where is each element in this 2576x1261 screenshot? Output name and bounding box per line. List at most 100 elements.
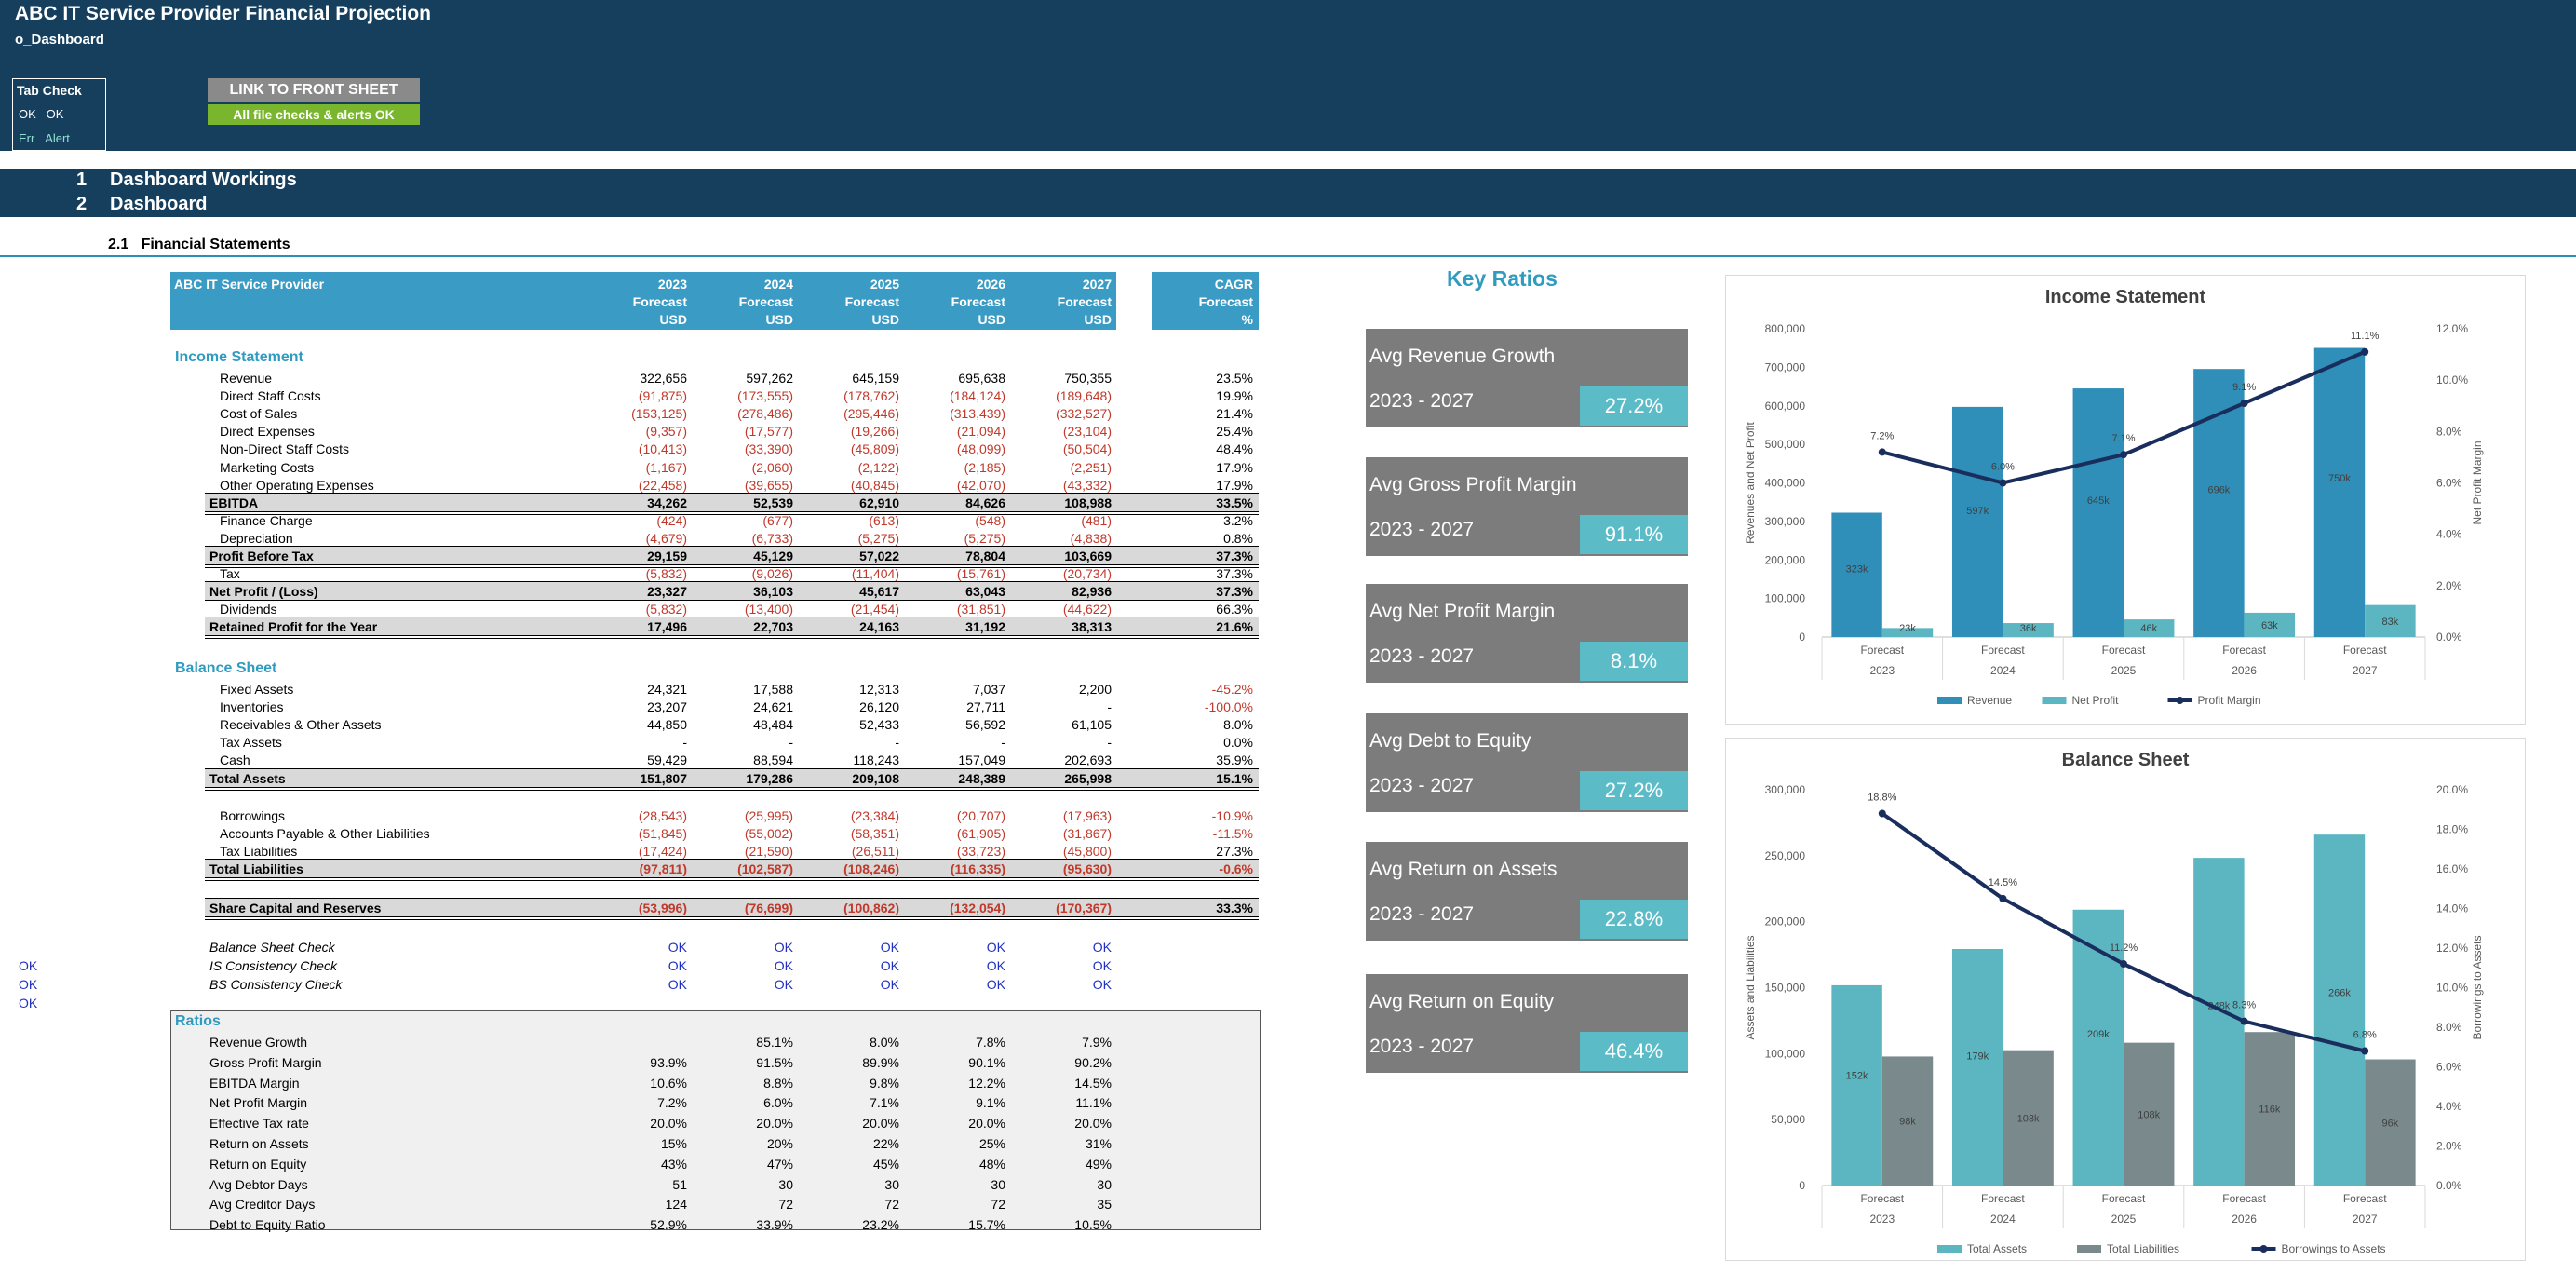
- income-row-cagr: 17.9%: [1216, 459, 1253, 475]
- bar-data-label: 597k: [1966, 506, 1989, 517]
- income-row-value: 45,617: [859, 584, 899, 600]
- x-axis-sublabel: Forecast: [2343, 1192, 2387, 1205]
- currency-header: USD: [1084, 312, 1112, 327]
- file-checks-status: All file checks & alerts OK: [208, 104, 420, 125]
- y2-axis-tick-label: 2.0%: [2436, 1140, 2462, 1153]
- income-row-value: (21,454): [850, 602, 899, 617]
- ratio-row-value: 25%: [978, 1136, 1005, 1151]
- liability-row-label: Total Liabilities: [209, 861, 303, 877]
- x-axis-category-label: 2023: [1869, 1213, 1895, 1226]
- asset-row-value: 26,120: [859, 699, 899, 715]
- key-ratio-label: Avg Gross Profit Margin: [1369, 474, 1577, 495]
- legend-swatch: [1937, 1245, 1962, 1253]
- key-ratios-title: Key Ratios: [1447, 266, 1558, 291]
- income-row-value: 29,159: [647, 549, 687, 563]
- bar-data-label: 266k: [2328, 988, 2351, 999]
- year-header: 2023: [657, 277, 687, 292]
- liability-row-label: Accounts Payable & Other Liabilities: [220, 826, 430, 842]
- y-axis-title: Revenues and Net Profit: [1744, 421, 1757, 543]
- section-1-number: 1: [76, 169, 88, 190]
- ratio-row-value: 49%: [1085, 1156, 1112, 1172]
- total-row-band: [205, 768, 1259, 787]
- income-row-value: 82,936: [1072, 584, 1112, 600]
- x-axis-category-label: 2023: [1869, 664, 1895, 677]
- check-ok-value: OK: [986, 977, 1005, 992]
- asset-row-value: 248,389: [958, 770, 1005, 786]
- y2-axis-tick-label: 12.0%: [2436, 322, 2468, 335]
- check-ok-value: OK: [1092, 977, 1112, 992]
- line-data-label: 11.1%: [2351, 331, 2380, 342]
- y-axis-tick-label: 400,000: [1765, 477, 1806, 490]
- total-bottom-border: [205, 877, 1259, 882]
- section-2-bar[interactable]: 2 Dashboard: [0, 193, 2576, 217]
- x-axis-sublabel: Forecast: [1860, 644, 1904, 657]
- ratio-row-value: 7.2%: [657, 1095, 687, 1111]
- line-data-label: 7.2%: [1870, 430, 1894, 441]
- currency-header: USD: [978, 312, 1005, 327]
- subsection-label: Financial Statements: [141, 237, 290, 252]
- alert-label: Alert: [45, 131, 70, 145]
- income-row-value: (31,851): [956, 602, 1005, 617]
- section-1-bar[interactable]: 1 Dashboard Workings: [0, 169, 2576, 193]
- asset-row-cagr: 15.1%: [1216, 770, 1253, 786]
- income-row-value: (17,577): [744, 424, 793, 440]
- bar-net-profit: [2003, 623, 2054, 637]
- income-row-value: (48,099): [956, 441, 1005, 457]
- key-ratio-years: 2023 - 2027: [1369, 645, 1475, 667]
- company-name-header: ABC IT Service Provider: [174, 277, 325, 292]
- liability-row-value: (61,905): [956, 826, 1005, 842]
- x-axis-category-label: 2024: [1990, 1213, 2016, 1226]
- ratio-row-label: EBITDA Margin: [209, 1075, 300, 1091]
- bar-data-label: 116k: [2259, 1105, 2281, 1116]
- line-point: [1878, 448, 1886, 456]
- cagr-forecast-header: Forecast: [1198, 294, 1253, 309]
- x-axis-sublabel: Forecast: [2222, 1192, 2266, 1205]
- key-ratio-value: 27.2%: [1580, 386, 1688, 426]
- bar-data-label: 645k: [2087, 495, 2110, 507]
- ratio-row-value: 93.9%: [650, 1054, 687, 1070]
- forecast-header: Forecast: [1057, 294, 1112, 309]
- y2-axis-tick-label: 8.0%: [2436, 425, 2462, 438]
- ratio-row-value: 12.2%: [968, 1075, 1005, 1091]
- check-ok-value: OK: [880, 977, 899, 992]
- bar-data-label: 209k: [2087, 1029, 2110, 1040]
- ratio-row-value: 30: [991, 1176, 1005, 1192]
- asset-row-cagr: 35.9%: [1216, 753, 1253, 768]
- income-row-value: (6,733): [751, 530, 793, 546]
- check-ok-value: OK: [668, 977, 687, 992]
- currency-header: USD: [659, 312, 687, 327]
- income-row-label: Tax: [220, 566, 240, 582]
- balance-sheet-heading: Balance Sheet: [175, 660, 277, 676]
- asset-row-value: 118,243: [853, 753, 899, 768]
- income-row-cagr: 37.3%: [1216, 549, 1253, 563]
- y-axis-tick-label: 100,000: [1765, 592, 1806, 605]
- bar-data-label: 46k: [2140, 623, 2157, 634]
- ratio-row-value: 90.2%: [1074, 1054, 1112, 1070]
- ratio-row-value: 10.5%: [1074, 1217, 1112, 1233]
- left-check-ok: OK: [19, 977, 38, 992]
- bar-data-label: 152k: [1846, 1071, 1868, 1082]
- total-bottom-border: [205, 786, 1259, 791]
- income-row-value: 52,539: [753, 495, 793, 510]
- x-axis-category-label: 2025: [2111, 1213, 2137, 1226]
- asset-row-label: Fixed Assets: [220, 682, 294, 697]
- asset-row-value: 7,037: [972, 682, 1005, 697]
- link-to-front-sheet-button[interactable]: LINK TO FRONT SHEET: [208, 78, 420, 102]
- income-row-value: (548): [975, 512, 1005, 528]
- liability-row-cagr: -0.6%: [1219, 861, 1253, 877]
- income-row-cagr: 19.9%: [1216, 388, 1253, 404]
- key-ratio-years: 2023 - 2027: [1369, 519, 1475, 540]
- subsection-title: 2.1 Financial Statements: [108, 237, 290, 253]
- income-row-label: Direct Expenses: [220, 424, 315, 440]
- check-row-label: BS Consistency Check: [209, 977, 343, 992]
- check-ok-value: OK: [774, 940, 793, 955]
- table-header-band: [170, 272, 1116, 330]
- bar-data-label: 750k: [2328, 473, 2351, 484]
- asset-row-value: 12,313: [859, 682, 899, 697]
- income-row-value: (4,838): [1070, 530, 1112, 546]
- cagr-pct-header: %: [1241, 312, 1253, 327]
- income-row-value: (278,486): [737, 406, 793, 422]
- income-row-value: (5,275): [964, 530, 1005, 546]
- income-row-value: 84,626: [965, 495, 1005, 510]
- total-top-border: [205, 767, 1259, 769]
